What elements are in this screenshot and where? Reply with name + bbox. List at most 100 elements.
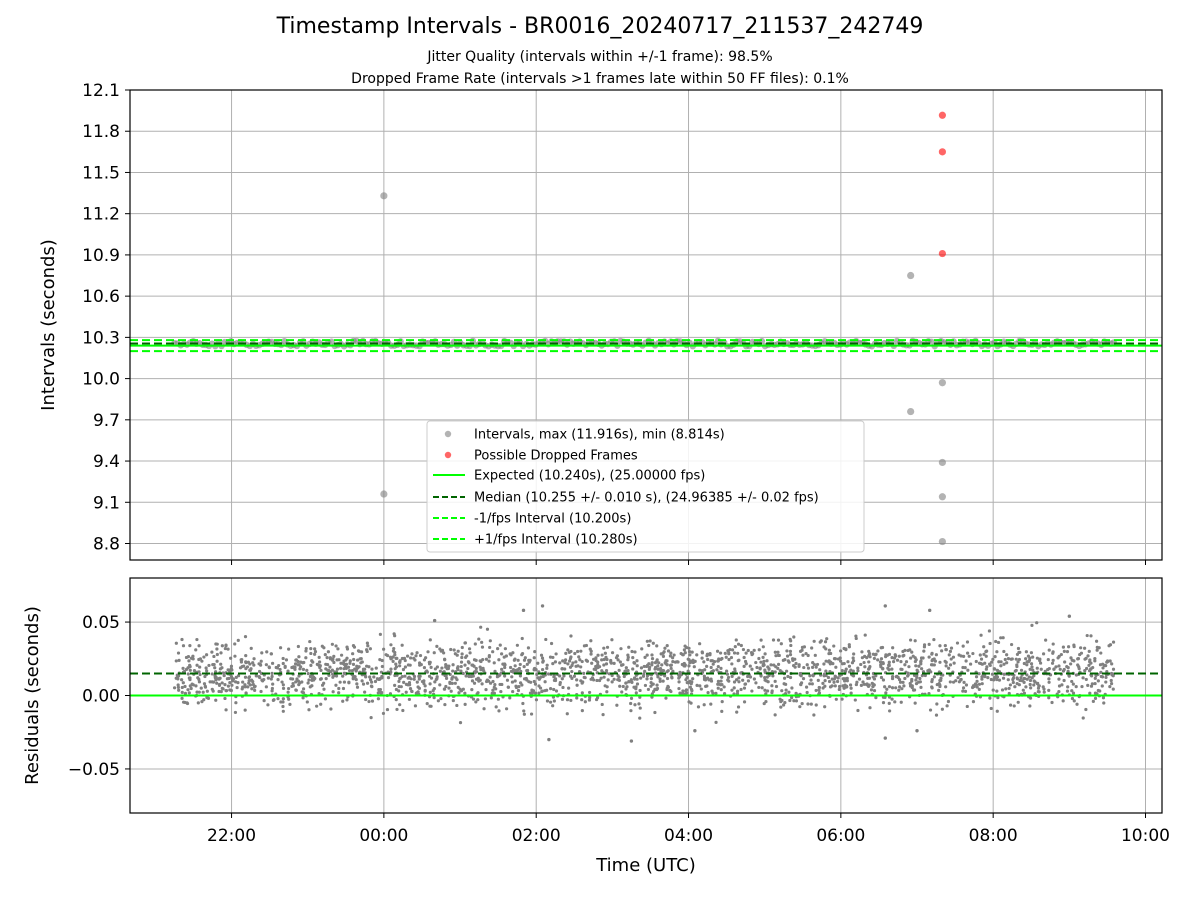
residual-point xyxy=(197,677,201,681)
residual-point xyxy=(177,688,181,692)
residual-point xyxy=(898,685,902,689)
residual-point xyxy=(691,677,695,681)
residual-point xyxy=(503,663,507,667)
residual-point xyxy=(932,675,936,679)
residual-point xyxy=(977,687,981,691)
residual-point xyxy=(890,675,895,679)
residual-point xyxy=(1041,652,1046,656)
residual-point xyxy=(867,676,872,680)
residual-point xyxy=(833,684,837,688)
residual-point xyxy=(518,674,523,678)
residual-point xyxy=(938,660,942,664)
residual-point xyxy=(658,677,662,681)
residual-point xyxy=(761,645,765,649)
residual-point xyxy=(872,656,876,661)
top-y-tick-label: 11.8 xyxy=(82,122,120,142)
residual-point xyxy=(800,645,805,649)
residual-point xyxy=(576,649,580,654)
residual-point xyxy=(364,697,368,702)
residual-point xyxy=(230,683,234,687)
residual-point xyxy=(328,657,333,661)
residual-point xyxy=(788,653,793,657)
residual-point xyxy=(725,672,730,676)
residual-point xyxy=(930,685,934,689)
dropped-frame-point xyxy=(938,148,946,156)
residual-point xyxy=(455,678,459,682)
residual-point xyxy=(414,654,418,658)
residual-point xyxy=(927,669,931,673)
residual-point xyxy=(788,649,793,653)
residual-point xyxy=(867,651,872,656)
residual-point xyxy=(947,653,951,657)
residual-point xyxy=(533,682,538,686)
residual-point xyxy=(369,678,373,682)
residual-point xyxy=(784,682,788,686)
residual-point xyxy=(520,683,524,687)
residual-point xyxy=(278,646,283,650)
residual-point xyxy=(649,677,653,681)
residual-point xyxy=(341,686,346,691)
residual-point xyxy=(1066,685,1070,689)
residual-point xyxy=(891,660,896,664)
residual-point xyxy=(735,691,740,696)
residual-point xyxy=(450,681,454,685)
residual-point xyxy=(655,683,659,687)
residual-point xyxy=(730,674,734,679)
residual-point xyxy=(589,652,593,656)
residual-point xyxy=(545,663,549,667)
residual-point xyxy=(1025,673,1029,677)
chart-subtitle-dropped: Dropped Frame Rate (intervals >1 frames … xyxy=(351,71,849,87)
residual-point xyxy=(625,685,629,689)
residual-point xyxy=(368,675,372,679)
residual-point xyxy=(765,659,769,663)
residual-point xyxy=(647,643,651,648)
residual-point xyxy=(995,677,999,682)
residual-point xyxy=(605,645,610,649)
residual-point xyxy=(1093,676,1097,680)
residual-point xyxy=(690,689,694,693)
residual-point xyxy=(773,650,777,654)
residual-point xyxy=(624,681,628,685)
residual-point xyxy=(565,712,569,716)
residual-point xyxy=(698,668,702,672)
residual-point xyxy=(979,633,983,637)
top-y-tick-label: 8.8 xyxy=(93,535,120,555)
residual-point xyxy=(296,644,300,649)
residual-point xyxy=(645,664,649,669)
residual-point xyxy=(397,679,401,683)
residual-point xyxy=(393,683,397,687)
residual-point xyxy=(1030,665,1034,669)
residual-point xyxy=(1025,677,1029,681)
residual-point xyxy=(653,667,657,671)
residual-point xyxy=(444,676,449,680)
residual-point xyxy=(493,683,497,687)
residual-point xyxy=(922,645,927,649)
residual-point xyxy=(702,703,706,707)
residual-point xyxy=(545,666,549,670)
residual-point xyxy=(922,649,926,653)
residual-point xyxy=(534,698,539,702)
residual-point xyxy=(823,679,827,683)
residual-point xyxy=(754,681,758,685)
residual-point xyxy=(323,697,328,701)
residual-point xyxy=(915,668,919,672)
residual-point xyxy=(312,675,316,679)
residual-point xyxy=(520,652,525,656)
residual-outlier-point xyxy=(1067,614,1072,618)
residual-point xyxy=(1015,682,1019,686)
residual-point xyxy=(176,674,180,679)
residual-point xyxy=(705,664,709,668)
residual-point xyxy=(443,702,447,707)
residual-point xyxy=(398,703,402,707)
residual-point xyxy=(650,653,654,657)
residual-point xyxy=(668,688,672,693)
residual-point xyxy=(530,688,534,692)
residual-point xyxy=(283,664,287,668)
residual-point xyxy=(1111,640,1116,644)
residual-point xyxy=(1047,677,1051,681)
residual-point xyxy=(913,656,917,660)
residual-point xyxy=(914,664,918,668)
residual-point xyxy=(244,654,248,658)
residual-point xyxy=(401,667,406,672)
residual-point xyxy=(630,680,634,684)
